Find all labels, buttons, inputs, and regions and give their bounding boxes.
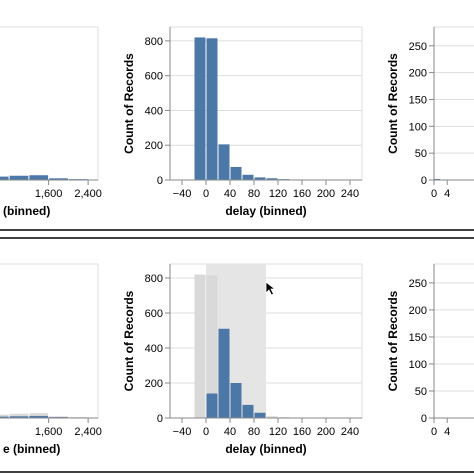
histogram-bar-filtered — [0, 416, 9, 418]
y-axis-title: Count of Records — [122, 53, 136, 154]
histogram-bar — [218, 144, 230, 180]
histogram-bar-filtered — [29, 415, 49, 418]
x-tick-label: 4 — [444, 188, 450, 200]
histogram-bar-filtered — [254, 412, 266, 418]
histogram-bar-background — [0, 414, 9, 418]
y-tick-label: 250 — [409, 278, 427, 290]
histogram-bar — [254, 177, 266, 180]
x-tick-label: 40 — [224, 426, 236, 438]
arrow-cursor-icon — [265, 281, 277, 296]
y-tick-label: 200 — [145, 378, 163, 390]
y-tick-label: 100 — [409, 359, 427, 371]
x-tick-label: 40 — [224, 188, 236, 200]
x-tick-label: 2,400 — [74, 426, 102, 438]
x-tick-label: 0 — [431, 426, 437, 438]
histogram-bar — [0, 176, 9, 180]
x-tick-label: 0 — [203, 188, 209, 200]
x-axis-title: delay (binned) — [225, 442, 306, 456]
x-axis-title: e (binned) — [3, 442, 60, 456]
y-tick-label: 200 — [409, 68, 427, 80]
histogram-bottom-left[interactable]: 1,600 2,400 e (binned) — [0, 263, 102, 456]
y-tick-label: 800 — [145, 273, 163, 285]
y-tick-label: 0 — [157, 175, 163, 187]
histogram-bar — [434, 178, 441, 180]
plot-frame — [433, 263, 474, 419]
x-axis-title: delay (binned) — [225, 204, 306, 218]
y-tick-label: 0 — [421, 413, 427, 425]
histogram-bar-background — [206, 275, 218, 418]
x-tick-label: 2,400 — [74, 188, 102, 200]
y-tick-label: 150 — [409, 94, 427, 106]
histogram-bar — [266, 178, 278, 180]
x-tick-label: 1,600 — [35, 426, 63, 438]
y-tick-label: 0 — [157, 413, 163, 425]
y-axis-title: Count of Records — [122, 290, 136, 391]
plot-frame — [0, 263, 99, 419]
histogram-bar-filtered — [242, 404, 254, 418]
histogram-bar-background — [266, 416, 278, 418]
histogram-top-middle[interactable]: −40 0 40 80 120 160 200 240 0 200 400 600 800 delay (… — [122, 26, 363, 218]
y-tick-label: 200 — [145, 140, 163, 152]
y-tick-label: 400 — [145, 105, 163, 117]
x-tick-label: 1,600 — [35, 188, 63, 200]
x-tick-label: 200 — [317, 188, 335, 200]
histogram-bar — [29, 175, 49, 180]
y-axis-title: Count of Records — [386, 290, 400, 391]
histogram-bottom-middle[interactable]: −40 0 40 80 120 160 200 240 0 200 400 600 800 delay (… — [122, 263, 363, 456]
histogram-bar-filtered — [230, 383, 242, 418]
x-tick-label: 240 — [341, 426, 359, 438]
histogram-top-left[interactable]: 1,600 2,400 (binned) — [0, 26, 102, 218]
x-tick-label: 240 — [341, 188, 359, 200]
x-tick-label: 120 — [269, 188, 287, 200]
y-tick-label: 400 — [145, 343, 163, 355]
x-tick-label: −40 — [173, 426, 192, 438]
histogram-bar — [230, 166, 242, 180]
y-tick-label: 600 — [145, 71, 163, 83]
histogram-bar — [49, 178, 68, 180]
histogram-bar-filtered — [9, 416, 29, 418]
histogram-bar — [242, 174, 254, 180]
y-tick-label: 800 — [145, 36, 163, 48]
x-tick-label: 0 — [203, 426, 209, 438]
histogram-bar — [194, 37, 206, 180]
histogram-bar — [9, 175, 29, 180]
x-tick-label: 160 — [293, 188, 311, 200]
y-tick-label: 0 — [421, 175, 427, 187]
x-tick-label: 80 — [248, 426, 260, 438]
y-tick-label: 50 — [415, 148, 427, 160]
histogram-bar-filtered — [218, 328, 230, 418]
plot-frame — [433, 26, 474, 181]
x-tick-label: −40 — [173, 188, 192, 200]
y-tick-label: 50 — [415, 386, 427, 398]
y-tick-label: 200 — [409, 305, 427, 317]
x-tick-label: 4 — [444, 426, 450, 438]
histogram-bar-background — [29, 413, 49, 418]
x-tick-label: 120 — [269, 426, 287, 438]
y-tick-label: 600 — [145, 308, 163, 320]
x-tick-label: 200 — [317, 426, 335, 438]
y-axis-title: Count of Records — [386, 53, 400, 154]
histogram-bar-filtered — [206, 393, 218, 418]
histogram-bar-background — [9, 413, 29, 418]
y-tick-label: 150 — [409, 332, 427, 344]
x-tick-label: 80 — [248, 188, 260, 200]
histogram-bar-background — [194, 274, 206, 418]
plot-frame — [0, 26, 99, 181]
y-tick-label: 250 — [409, 41, 427, 53]
x-axis-title: (binned) — [3, 204, 50, 218]
y-tick-label: 100 — [409, 121, 427, 133]
x-tick-label: 160 — [293, 426, 311, 438]
histogram-bar — [206, 38, 218, 181]
x-tick-label: 0 — [431, 188, 437, 200]
